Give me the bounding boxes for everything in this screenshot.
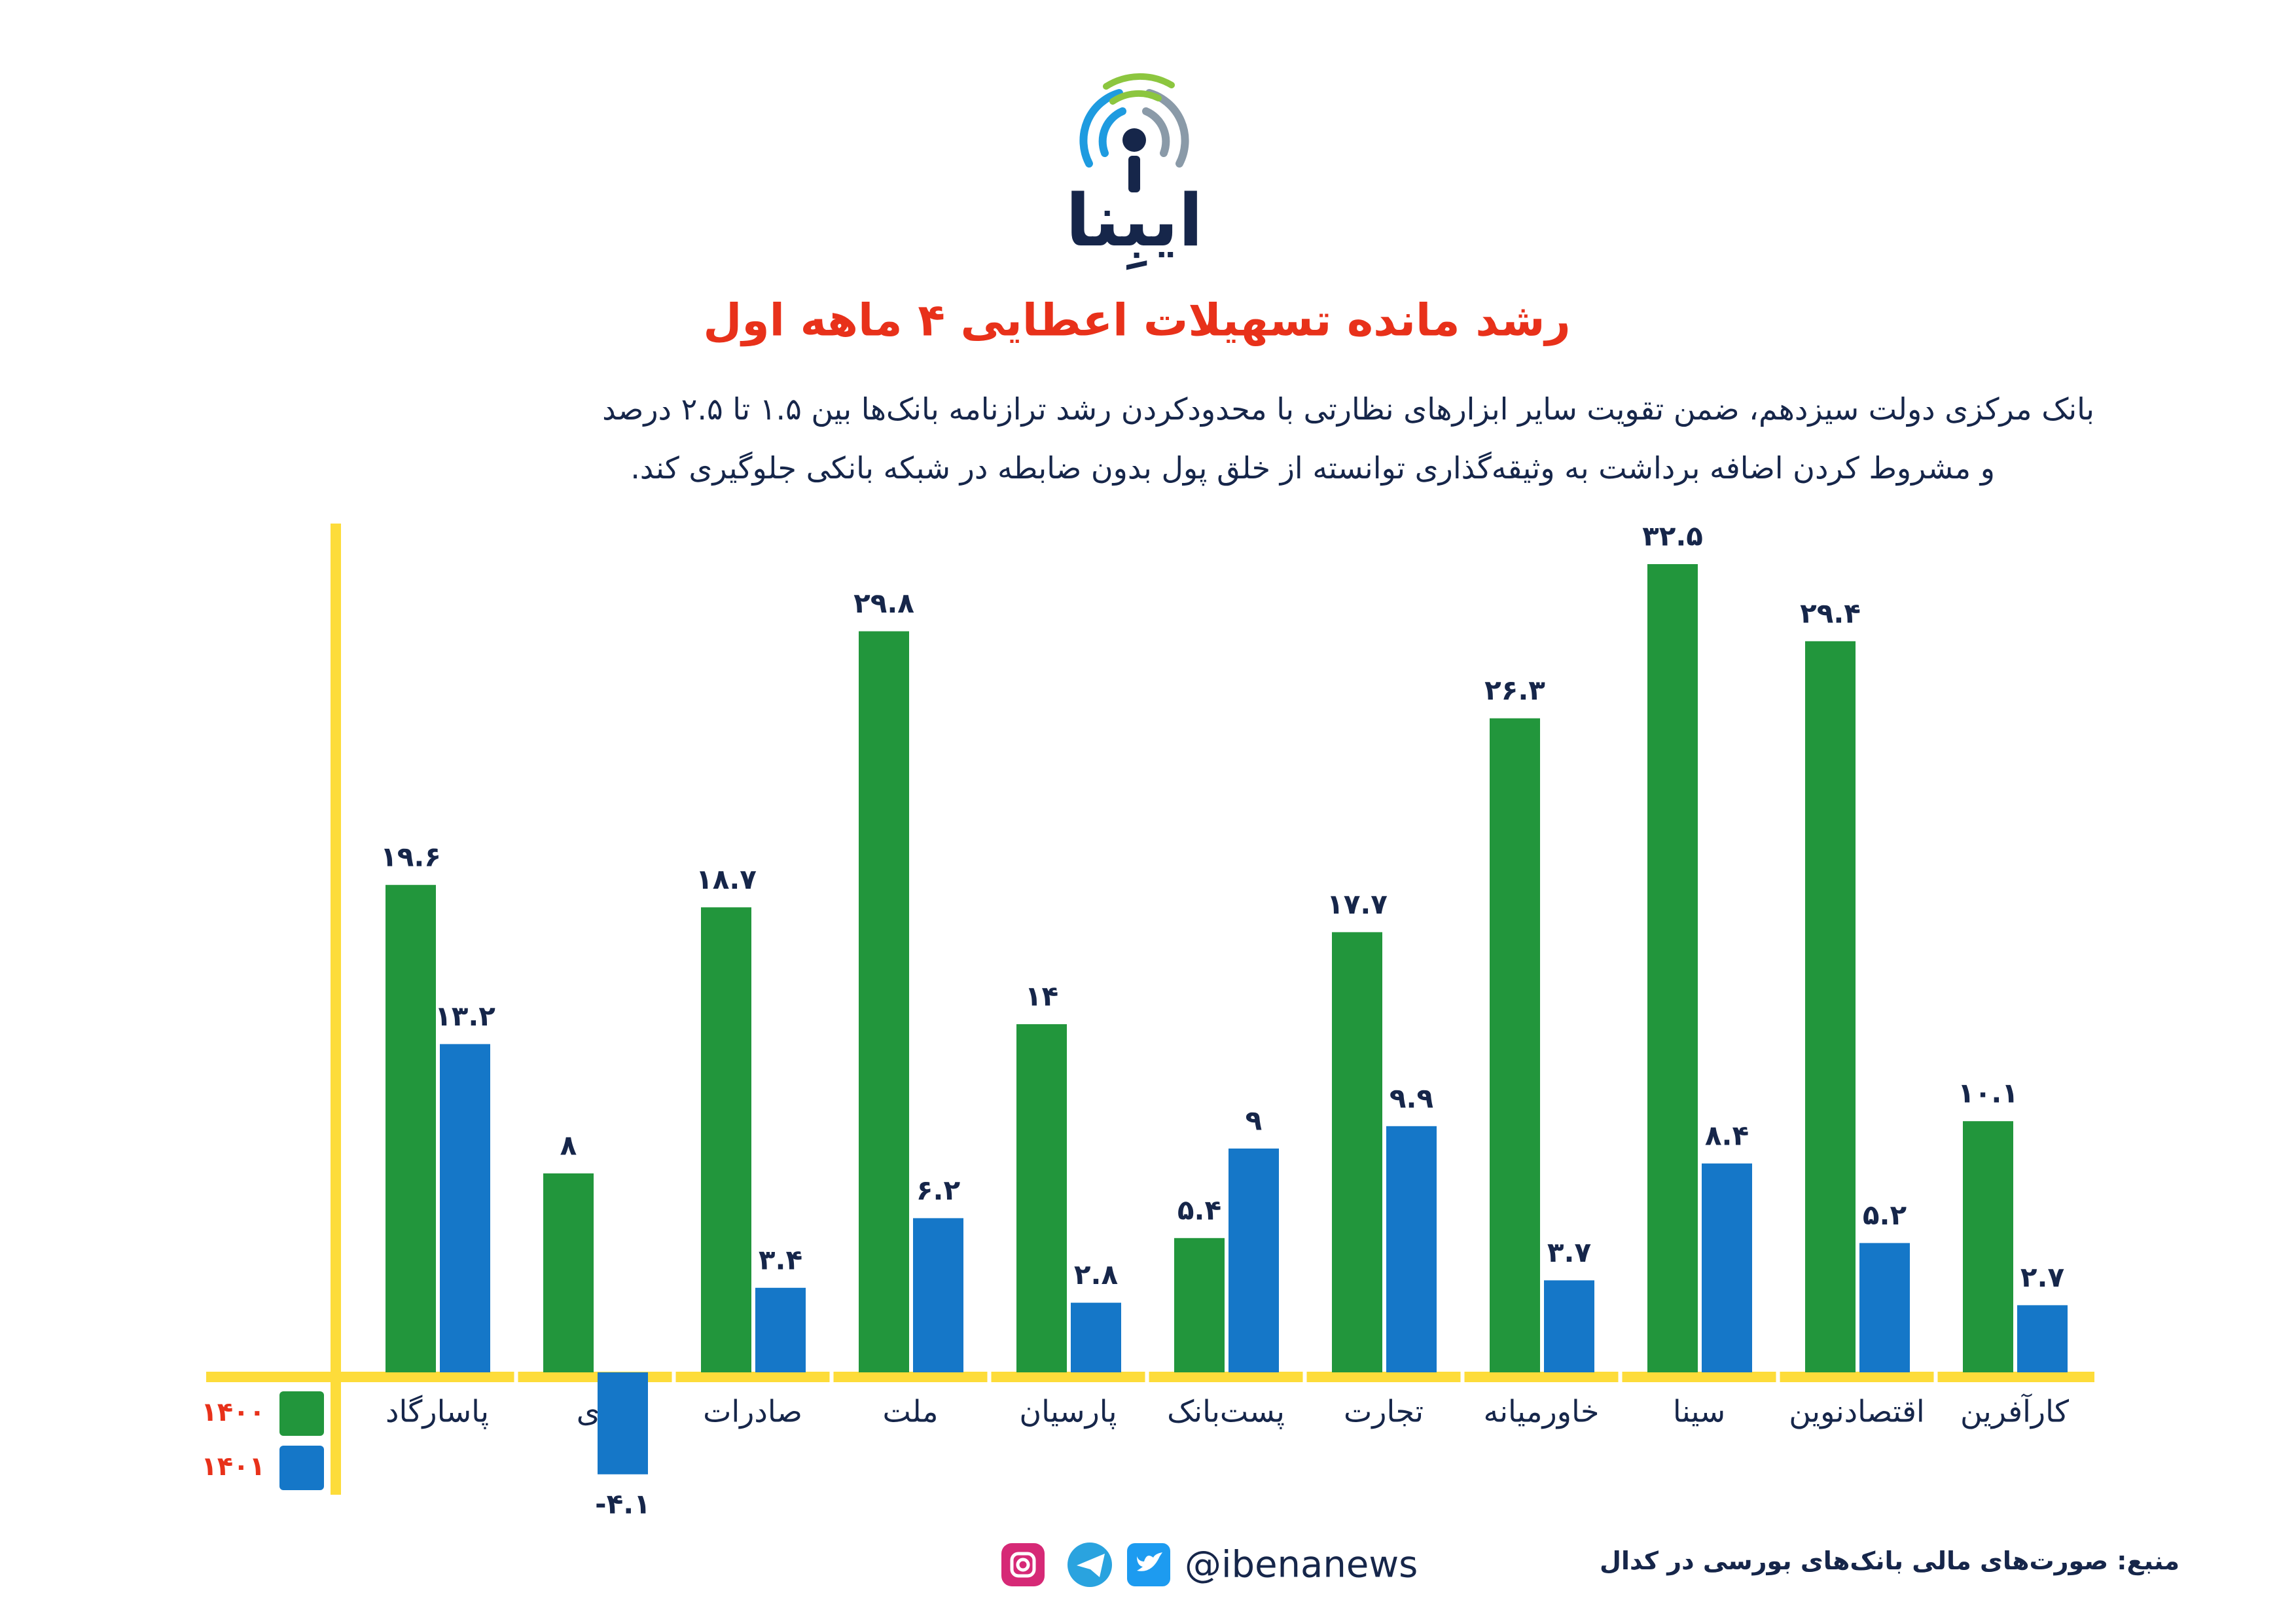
bar bbox=[1647, 564, 1698, 1372]
value-label: ۱۴ bbox=[1025, 980, 1058, 1012]
value-label: ۶.۲ bbox=[916, 1174, 961, 1206]
bar bbox=[1229, 1149, 1279, 1372]
bar bbox=[1071, 1302, 1121, 1372]
value-label: ۱۰.۱ bbox=[1958, 1077, 2018, 1109]
bar bbox=[386, 885, 436, 1372]
source: منبع: صورت‌های مالی بانک‌های بورسی در کد… bbox=[1599, 1546, 2179, 1575]
legend-swatch bbox=[279, 1446, 324, 1490]
bar bbox=[2017, 1305, 2068, 1372]
x-tick-label: پاسارگاد bbox=[386, 1394, 489, 1430]
x-tick-label: اقتصادنوین bbox=[1789, 1394, 1924, 1430]
value-label: ۸.۴ bbox=[1705, 1119, 1749, 1151]
legend-label: ۱۴۰۱ bbox=[201, 1452, 265, 1482]
bar bbox=[440, 1044, 490, 1372]
value-label: ۲.۸ bbox=[1074, 1258, 1119, 1291]
bar bbox=[755, 1287, 806, 1372]
subtitle-line: و مشروط کردن اضافه برداشت به وثیقه‌گذاری… bbox=[630, 450, 1995, 486]
bar bbox=[1544, 1280, 1594, 1372]
x-tick-label: سینا bbox=[1673, 1394, 1725, 1429]
value-label: ۳.۷ bbox=[1547, 1236, 1592, 1268]
logo-icon bbox=[1079, 73, 1189, 192]
category-separator bbox=[1618, 1370, 1623, 1383]
value-label: ۱۷.۷ bbox=[1327, 888, 1388, 920]
value-label: ۲۹.۸ bbox=[853, 587, 914, 619]
x-tick-label: صادرات bbox=[703, 1394, 802, 1429]
bar bbox=[1386, 1126, 1437, 1372]
social-icons bbox=[1001, 1543, 1170, 1587]
bar bbox=[1332, 932, 1382, 1372]
logo-text: ایبِنا bbox=[1065, 179, 1204, 262]
value-label: ۲۶.۳ bbox=[1484, 674, 1545, 706]
value-label: ۳.۴ bbox=[759, 1243, 802, 1275]
value-label: ۱۹.۶ bbox=[380, 841, 441, 873]
value-label: ۱۳.۲ bbox=[435, 1000, 495, 1032]
bar bbox=[598, 1372, 648, 1474]
value-label: ۹.۹ bbox=[1390, 1082, 1433, 1114]
category-separator bbox=[1460, 1370, 1465, 1383]
legend-swatch bbox=[279, 1391, 324, 1436]
bar bbox=[1805, 641, 1856, 1372]
value-label: ۲.۷ bbox=[2020, 1261, 2065, 1293]
social-handle: @ibenanews bbox=[1185, 1543, 1418, 1586]
category-separator bbox=[1302, 1370, 1307, 1383]
category-separator bbox=[672, 1370, 676, 1383]
bar bbox=[1174, 1238, 1225, 1372]
x-tick-label: کارآفرین bbox=[1960, 1394, 2069, 1430]
x-tick-label: خاورمیانه bbox=[1484, 1394, 1600, 1430]
category-separator bbox=[987, 1370, 992, 1383]
bar bbox=[913, 1218, 963, 1372]
y-axis-line bbox=[331, 524, 341, 1495]
bar bbox=[1702, 1163, 1752, 1372]
category-separator bbox=[1776, 1370, 1780, 1383]
value-label: ۱۸.۷ bbox=[696, 863, 757, 895]
category-separator bbox=[1145, 1370, 1149, 1383]
legend-label: ۱۴۰۰ bbox=[201, 1397, 265, 1427]
bar bbox=[701, 907, 751, 1372]
x-tick-label: پست‌بانک bbox=[1167, 1394, 1285, 1430]
value-label: ۹ bbox=[1246, 1105, 1263, 1137]
chart-title: رشد مانده تسهیلات اعطایی ۴ ماهه اول bbox=[703, 294, 1571, 347]
category-separator bbox=[514, 1370, 518, 1383]
x-axis-line bbox=[206, 1372, 2094, 1382]
value-label: -۴.۱ bbox=[595, 1488, 651, 1520]
x-tick-label: تجارت bbox=[1344, 1394, 1424, 1429]
value-label: ۳۲.۵ bbox=[1642, 520, 1703, 552]
value-label: ۵.۲ bbox=[1863, 1199, 1907, 1231]
bar bbox=[859, 631, 909, 1372]
bar bbox=[543, 1173, 594, 1372]
x-tick-label: پارسیان bbox=[1019, 1394, 1117, 1430]
category-separator bbox=[829, 1370, 834, 1383]
value-label: ۸ bbox=[560, 1130, 577, 1162]
bar bbox=[1963, 1121, 2013, 1372]
x-tick-label: ملت bbox=[882, 1394, 938, 1429]
subtitle-line: بانک مرکزی دولت سیزدهم، ضمن تقویت سایر ا… bbox=[602, 391, 2094, 427]
value-label: ۲۹.۴ bbox=[1800, 597, 1861, 629]
category-separator bbox=[1933, 1370, 1938, 1383]
bar bbox=[1859, 1243, 1910, 1372]
bar bbox=[1016, 1024, 1067, 1372]
value-label: ۵.۴ bbox=[1177, 1194, 1221, 1226]
bar bbox=[1490, 718, 1540, 1372]
